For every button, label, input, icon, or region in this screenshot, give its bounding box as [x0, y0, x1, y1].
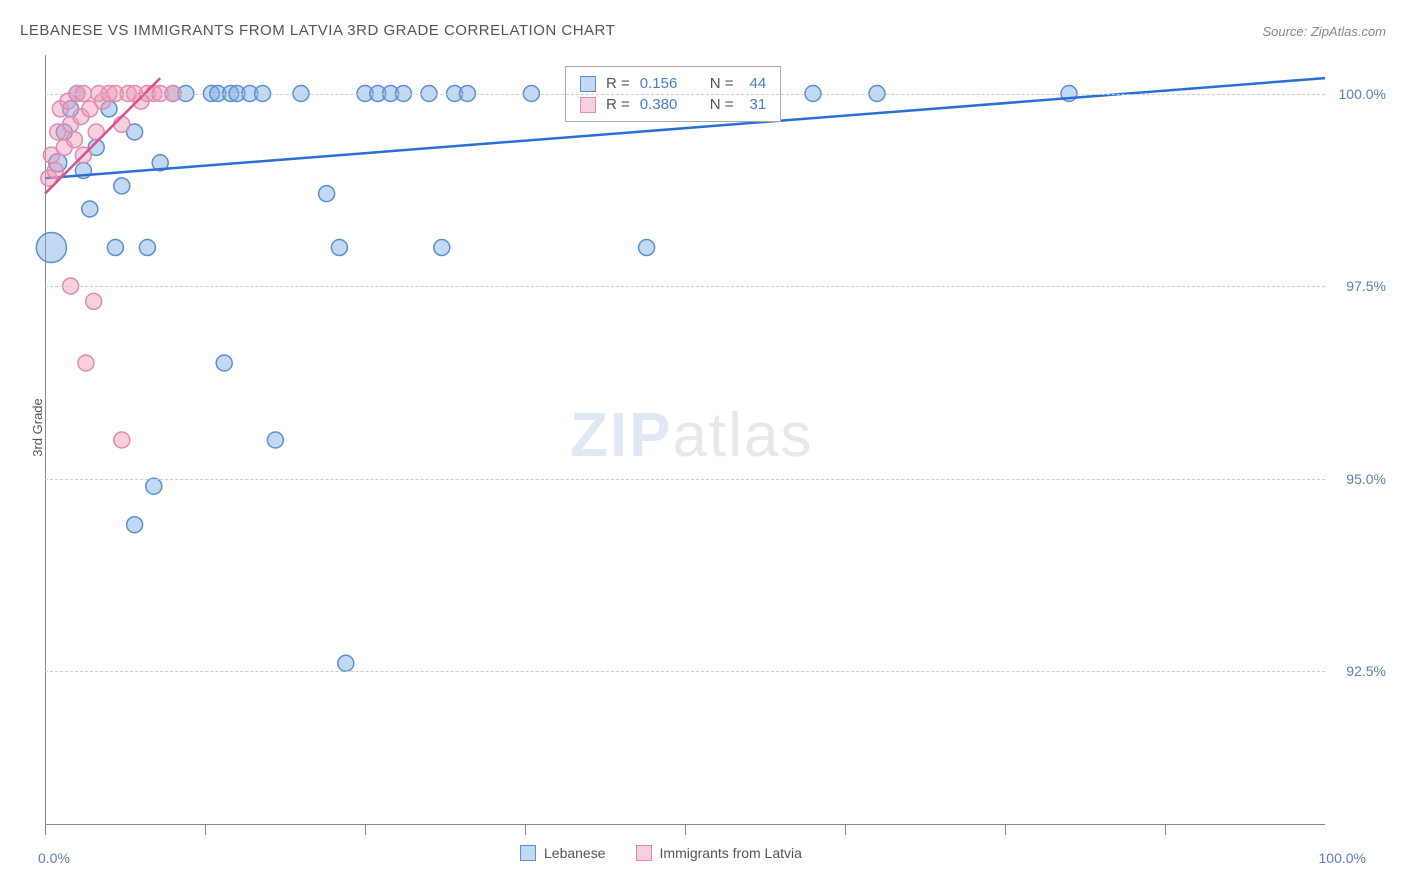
data-point	[127, 517, 143, 533]
legend-swatch-latvia	[580, 97, 596, 113]
chart-container: LEBANESE VS IMMIGRANTS FROM LATVIA 3RD G…	[0, 0, 1406, 892]
gridline	[45, 671, 1325, 672]
x-tick	[845, 825, 846, 835]
gridline	[45, 286, 1325, 287]
plot-svg	[45, 55, 1325, 825]
y-tick-label: 100.0%	[1339, 86, 1386, 102]
gridline	[45, 479, 1325, 480]
legend-swatch-icon	[520, 845, 536, 861]
data-point	[66, 132, 82, 148]
legend-label-latvia: Immigrants from Latvia	[660, 845, 802, 861]
correlation-legend-row: R = 0.156 N = 44	[580, 73, 766, 94]
data-point	[267, 432, 283, 448]
data-point	[114, 116, 130, 132]
data-point	[139, 240, 155, 256]
data-point	[338, 655, 354, 671]
data-point	[114, 432, 130, 448]
legend-swatch-icon	[636, 845, 652, 861]
data-point	[107, 240, 123, 256]
y-axis-label: 3rd Grade	[30, 398, 45, 457]
x-tick	[525, 825, 526, 835]
source-label: Source: ZipAtlas.com	[1262, 24, 1386, 39]
x-tick	[45, 825, 46, 835]
r-value-lebanese: 0.156	[640, 75, 690, 92]
x-tick	[1005, 825, 1006, 835]
n-label: N =	[710, 75, 734, 92]
r-label: R =	[606, 96, 630, 113]
legend-item-lebanese: Lebanese	[520, 845, 606, 861]
n-value-lebanese: 44	[750, 75, 767, 92]
legend-label-lebanese: Lebanese	[544, 845, 606, 861]
y-tick-label: 92.5%	[1346, 663, 1386, 679]
n-label: N =	[710, 96, 734, 113]
r-label: R =	[606, 75, 630, 92]
data-point	[86, 293, 102, 309]
data-point	[319, 186, 335, 202]
x-tick	[205, 825, 206, 835]
data-point	[434, 240, 450, 256]
data-point	[331, 240, 347, 256]
r-value-latvia: 0.380	[640, 96, 690, 113]
x-axis-end-label: 100.0%	[1319, 850, 1366, 866]
x-tick	[685, 825, 686, 835]
x-tick	[1165, 825, 1166, 835]
gridline	[45, 94, 1325, 95]
data-point	[82, 201, 98, 217]
data-point	[639, 240, 655, 256]
n-value-latvia: 31	[750, 96, 767, 113]
data-point	[216, 355, 232, 371]
chart-title: LEBANESE VS IMMIGRANTS FROM LATVIA 3RD G…	[20, 22, 615, 39]
x-axis-start-label: 0.0%	[38, 850, 70, 866]
data-point	[78, 355, 94, 371]
correlation-legend-row: R = 0.380 N = 31	[580, 94, 766, 115]
bottom-legend: Lebanese Immigrants from Latvia	[520, 845, 802, 861]
data-point	[114, 178, 130, 194]
y-tick-label: 95.0%	[1346, 471, 1386, 487]
data-point	[146, 478, 162, 494]
y-tick-label: 97.5%	[1346, 278, 1386, 294]
x-tick	[365, 825, 366, 835]
data-point	[36, 233, 66, 263]
legend-swatch-lebanese	[580, 76, 596, 92]
legend-item-latvia: Immigrants from Latvia	[636, 845, 802, 861]
